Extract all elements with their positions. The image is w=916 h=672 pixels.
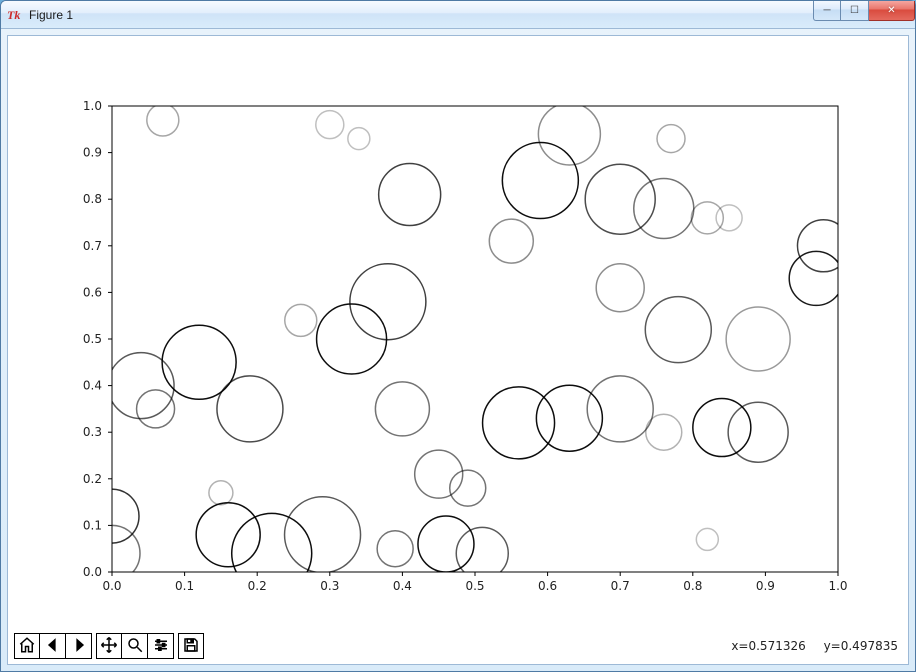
svg-text:0.4: 0.4 — [83, 379, 102, 393]
svg-text:0.2: 0.2 — [248, 579, 267, 593]
scatter-plot: 0.0 0.1 0.2 0.3 0.4 0.5 0.6 0.7 0.8 0.9 1.0 0.0 0.1 0… — [8, 36, 908, 628]
svg-text:0.5: 0.5 — [83, 332, 102, 346]
svg-text:0.6: 0.6 — [83, 285, 102, 299]
coord-y: y=0.497835 — [824, 639, 898, 653]
toolbar-group — [178, 633, 204, 659]
back-button[interactable] — [40, 633, 66, 659]
svg-text:0.1: 0.1 — [83, 518, 102, 532]
coord-x: x=0.571326 — [731, 639, 805, 653]
back-icon — [44, 636, 62, 657]
svg-text:0.0: 0.0 — [102, 579, 121, 593]
cursor-coords: x=0.571326 y=0.497835 — [717, 639, 902, 653]
statusbar: x=0.571326 y=0.497835 — [8, 628, 908, 664]
pan-button[interactable] — [96, 633, 122, 659]
zoom-button[interactable] — [122, 633, 148, 659]
toolbar-group — [14, 633, 92, 659]
window-controls: ─ ☐ ✕ — [813, 1, 915, 21]
matplotlib-toolbar — [14, 633, 204, 659]
forward-icon — [70, 636, 88, 657]
configure-icon — [152, 636, 170, 657]
svg-text:0.2: 0.2 — [83, 472, 102, 486]
client-area: 0.0 0.1 0.2 0.3 0.4 0.5 0.6 0.7 0.8 0.9 1.0 0.0 0.1 0… — [7, 35, 909, 665]
home-button[interactable] — [14, 633, 40, 659]
save-icon — [182, 636, 200, 657]
svg-text:0.7: 0.7 — [611, 579, 630, 593]
figure-window: Tk Figure 1 ─ ☐ ✕ 0.00.10.20.30.40.50.60… — [0, 0, 916, 672]
window-title: Figure 1 — [29, 8, 73, 22]
minimize-button[interactable]: ─ — [813, 1, 841, 21]
svg-text:0.4: 0.4 — [393, 579, 412, 593]
svg-text:0.8: 0.8 — [83, 192, 102, 206]
close-icon: ✕ — [887, 5, 895, 16]
svg-text:1.0: 1.0 — [828, 579, 847, 593]
svg-text:0.7: 0.7 — [83, 239, 102, 253]
svg-text:1.0: 1.0 — [83, 99, 102, 113]
plot-area[interactable]: 0.0 0.1 0.2 0.3 0.4 0.5 0.6 0.7 0.8 0.9 1.0 0.0 0.1 0… — [8, 36, 908, 628]
svg-text:0.1: 0.1 — [175, 579, 194, 593]
svg-text:0.9: 0.9 — [756, 579, 775, 593]
svg-text:0.3: 0.3 — [83, 425, 102, 439]
svg-text:0.8: 0.8 — [683, 579, 702, 593]
tk-icon: Tk — [7, 7, 23, 23]
home-icon — [18, 636, 36, 657]
forward-button[interactable] — [66, 633, 92, 659]
pan-icon — [100, 636, 118, 657]
configure-button[interactable] — [148, 633, 174, 659]
titlebar[interactable]: Tk Figure 1 ─ ☐ ✕ — [1, 1, 915, 29]
svg-text:0.3: 0.3 — [320, 579, 339, 593]
zoom-icon — [126, 636, 144, 657]
save-button[interactable] — [178, 633, 204, 659]
svg-text:0.9: 0.9 — [83, 146, 102, 160]
maximize-button[interactable]: ☐ — [841, 1, 869, 21]
minimize-icon: ─ — [823, 5, 830, 16]
toolbar-group — [96, 633, 174, 659]
maximize-icon: ☐ — [850, 5, 859, 16]
svg-text:0.0: 0.0 — [83, 565, 102, 579]
svg-text:0.5: 0.5 — [465, 579, 484, 593]
svg-text:0.6: 0.6 — [538, 579, 557, 593]
close-button[interactable]: ✕ — [869, 1, 915, 21]
svg-text:Tk: Tk — [7, 8, 20, 22]
